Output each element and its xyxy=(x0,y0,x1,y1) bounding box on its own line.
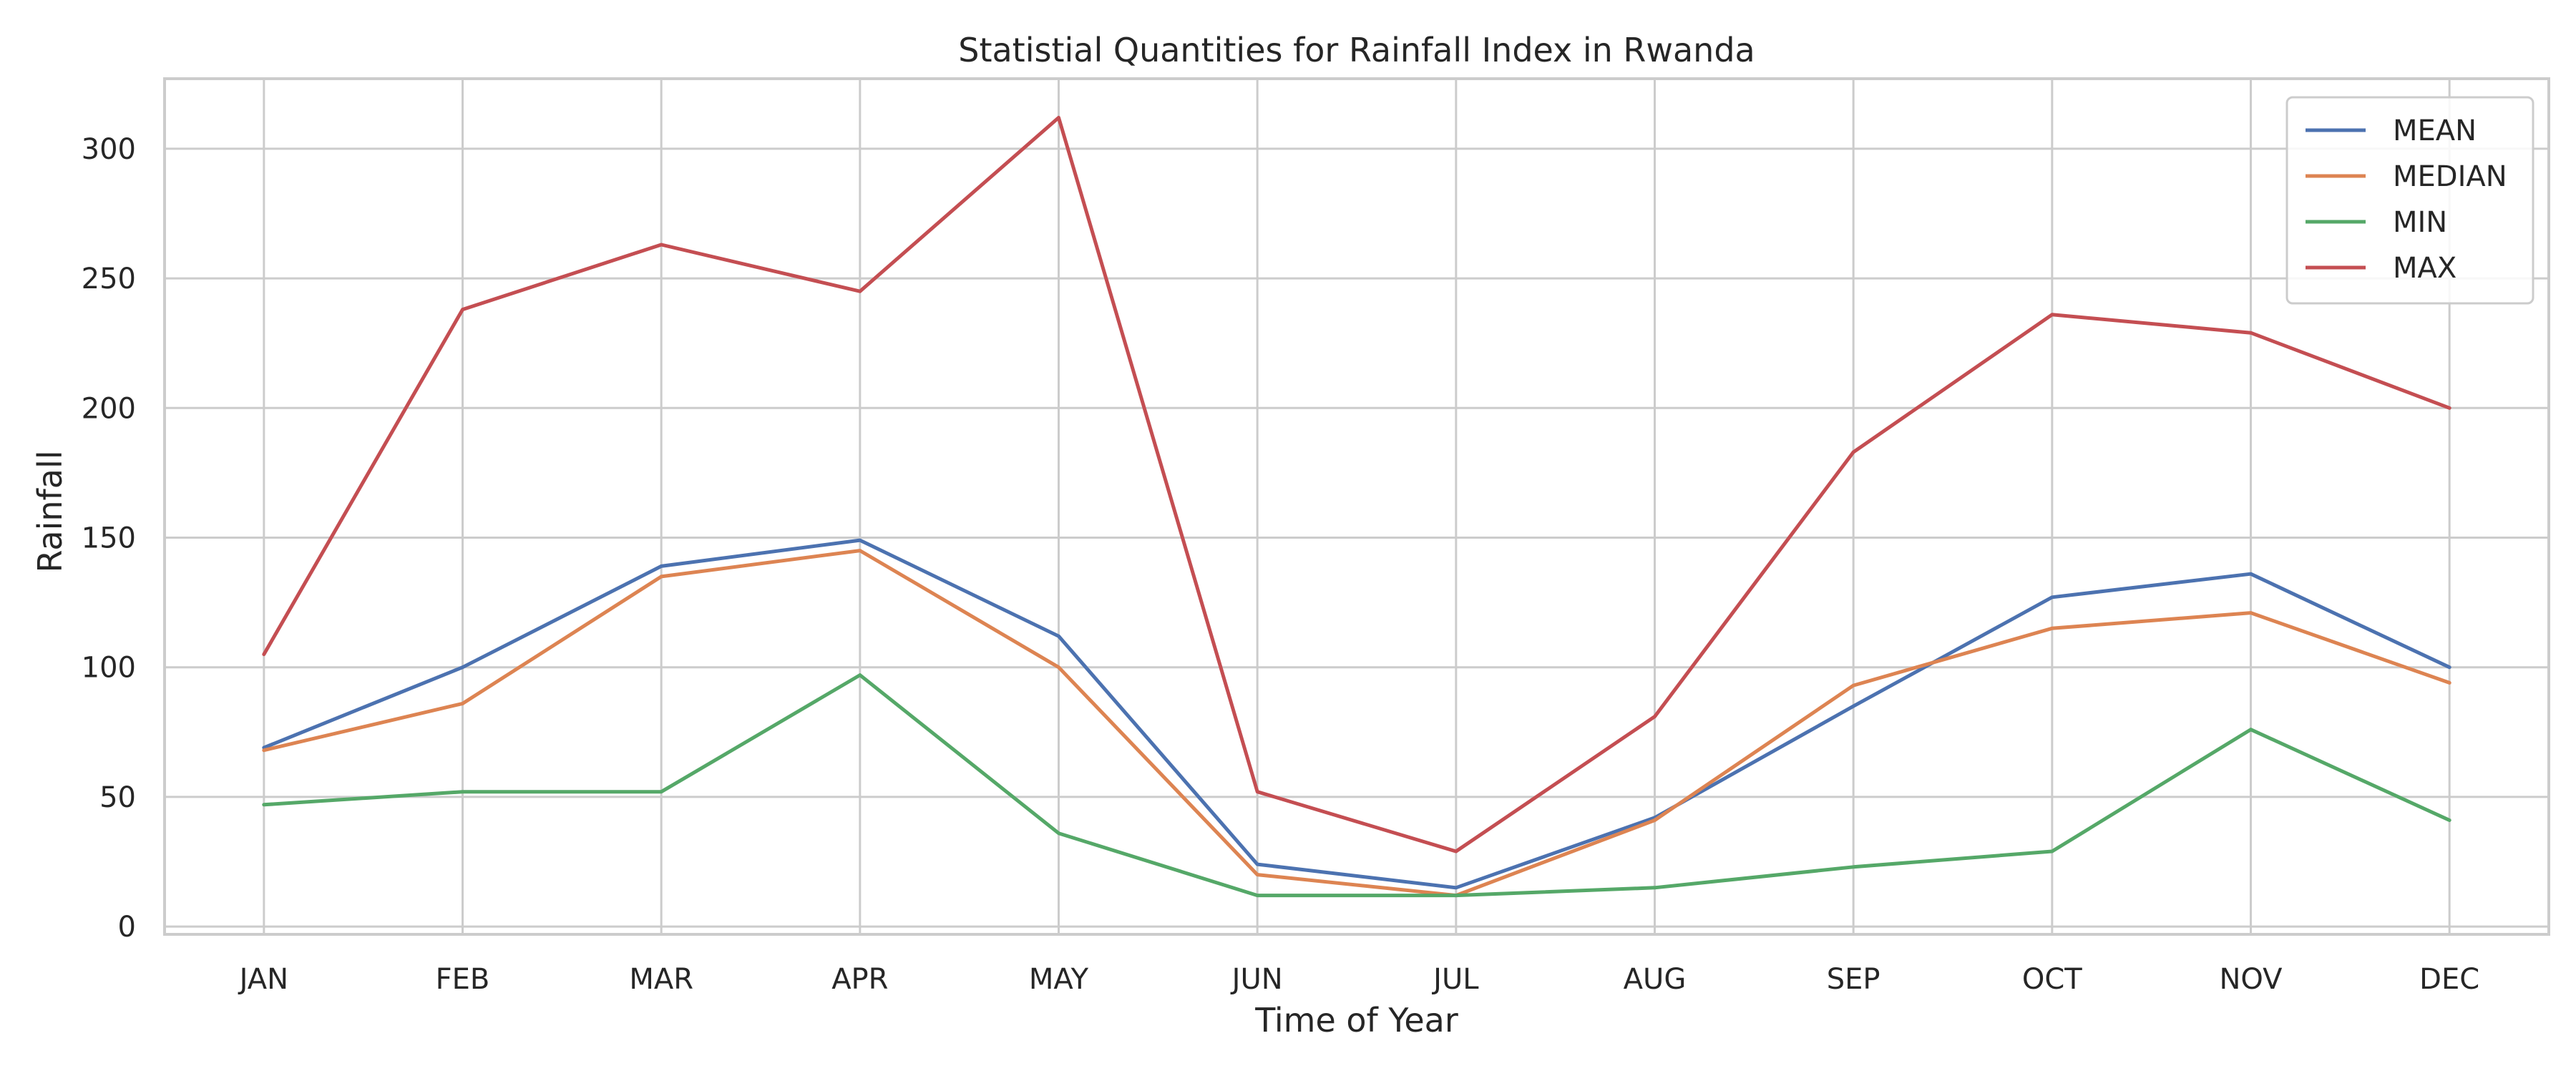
legend-label-max: MAX xyxy=(2393,252,2457,285)
y-tick-label: 50 xyxy=(99,781,136,814)
x-tick-label: FEB xyxy=(436,963,490,996)
x-tick-label: JUN xyxy=(1230,963,1283,996)
chart-title: Statistial Quantities for Rainfall Index… xyxy=(958,31,1755,69)
grid-lines xyxy=(165,79,2549,934)
series-lines xyxy=(262,115,2451,898)
y-axis-ticks: 0 50 100 150 200 250 300 xyxy=(82,133,136,944)
x-tick-label: SEP xyxy=(1827,963,1880,996)
x-tick-label: OCT xyxy=(2022,963,2082,996)
legend: MEAN MEDIAN MIN MAX xyxy=(2285,96,2534,305)
series-line-max xyxy=(262,115,2451,854)
x-tick-label: JUL xyxy=(1431,963,1479,996)
plot-frame xyxy=(163,77,2550,936)
x-tick-label: JAN xyxy=(238,963,288,996)
legend-box xyxy=(2285,96,2534,305)
legend-label-median: MEDIAN xyxy=(2393,160,2507,193)
x-tick-label: DEC xyxy=(2419,963,2479,996)
x-tick-label: AUG xyxy=(1624,963,1687,996)
y-axis-title: Rainfall xyxy=(31,450,69,572)
series-line-mean xyxy=(262,538,2451,890)
y-tick-label: 300 xyxy=(82,133,136,166)
x-tick-label: APR xyxy=(831,963,888,996)
x-axis-title: Time of Year xyxy=(1254,1001,1458,1040)
x-tick-label: NOV xyxy=(2219,963,2283,996)
y-tick-label: 150 xyxy=(82,522,136,554)
y-tick-label: 100 xyxy=(82,652,136,685)
y-tick-label: 200 xyxy=(82,392,136,425)
y-tick-label: 0 xyxy=(118,911,136,944)
y-tick-label: 250 xyxy=(82,263,136,295)
series-line-median xyxy=(262,549,2451,898)
series-line-min xyxy=(262,673,2451,898)
x-axis-ticks: JAN FEB MAR APR MAY JUN JUL AUG SEP OCT NOV DEC xyxy=(238,963,2480,996)
legend-label-min: MIN xyxy=(2393,206,2447,239)
legend-label-mean: MEAN xyxy=(2393,114,2477,147)
x-tick-label: MAY xyxy=(1029,963,1089,996)
x-tick-label: MAR xyxy=(629,963,693,996)
